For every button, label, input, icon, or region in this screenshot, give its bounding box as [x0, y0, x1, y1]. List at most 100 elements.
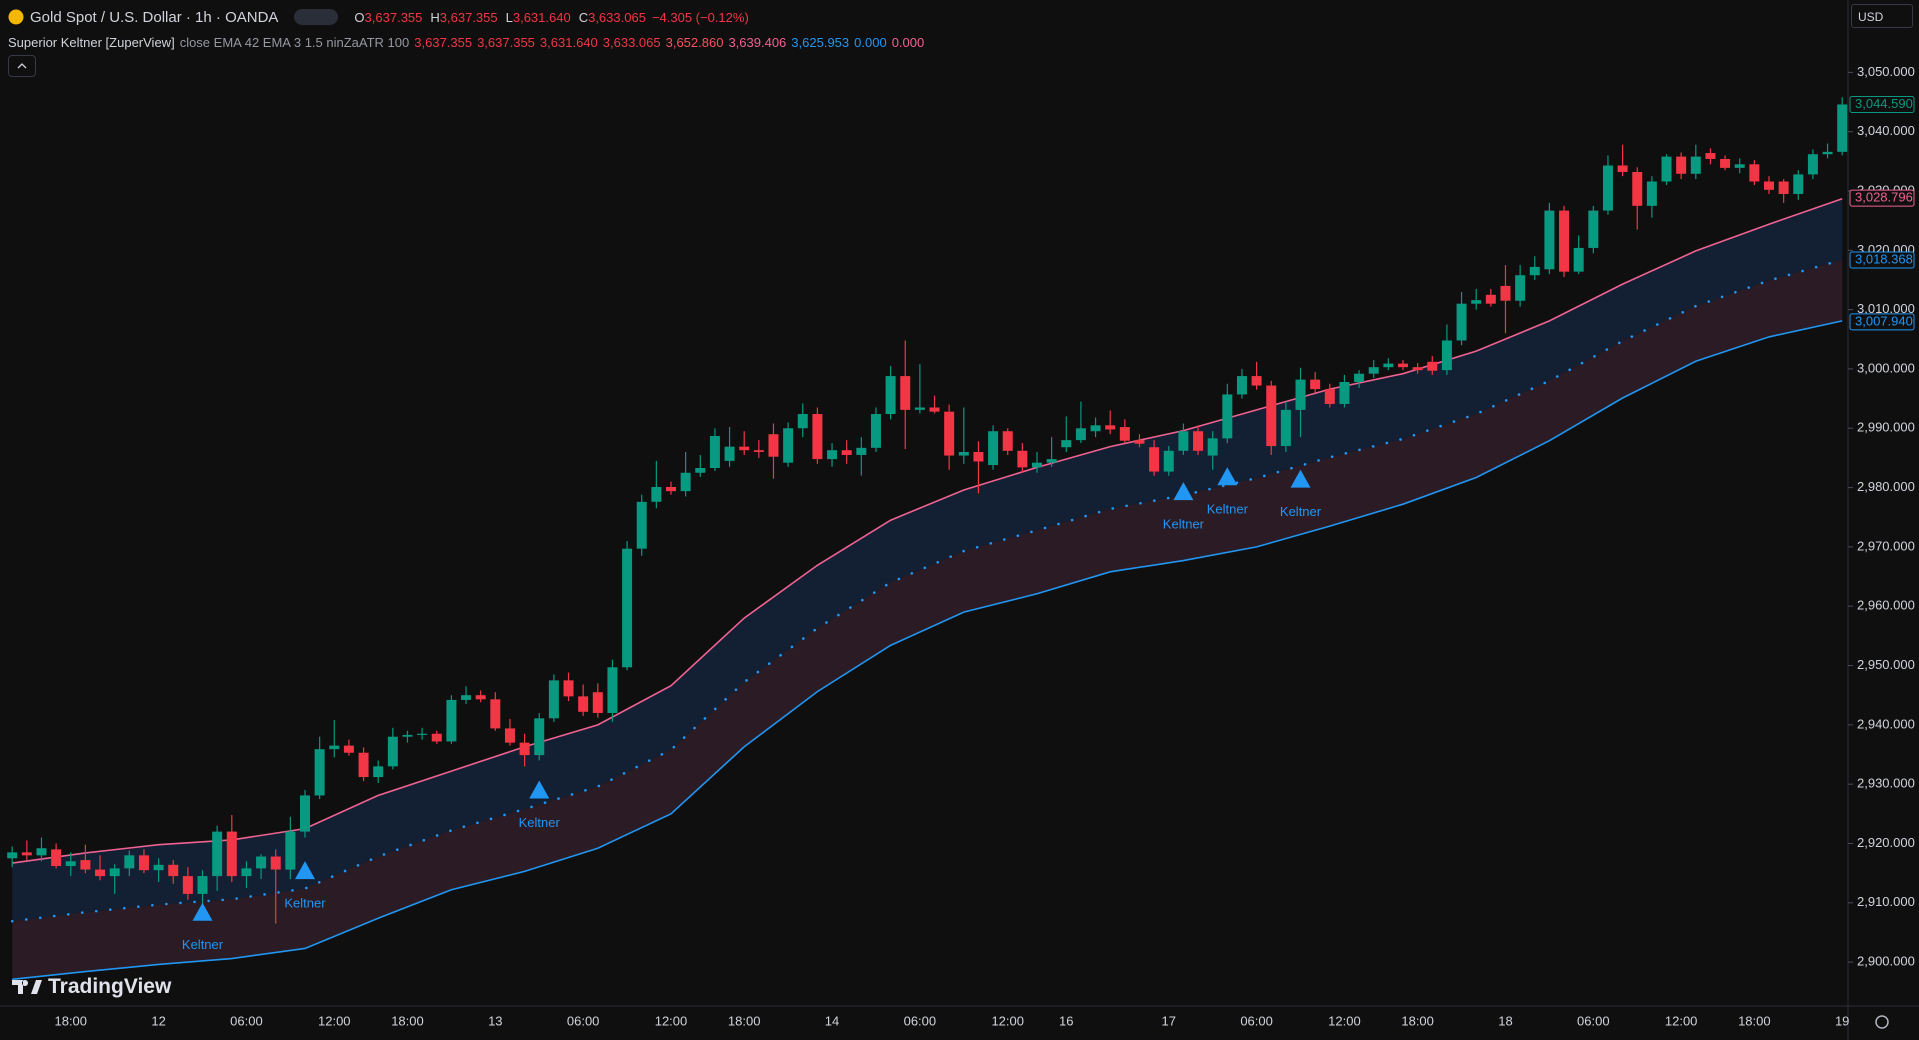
candle-body	[1632, 172, 1643, 206]
y-tick-label: 2,990.000	[1857, 420, 1915, 435]
candle-body	[109, 868, 120, 877]
candle-body	[358, 752, 369, 778]
candle-body	[1134, 440, 1145, 444]
indicator-row: Superior Keltner [ZuperView] close EMA 4…	[8, 31, 924, 53]
candle-body	[1280, 409, 1291, 447]
x-tick-label: 06:00	[230, 1013, 263, 1028]
indicator-value: 0.000	[891, 34, 925, 50]
indicator-value: 3,625.953	[791, 34, 850, 50]
price-tag	[1849, 189, 1915, 207]
candle-body	[7, 852, 18, 859]
candle-body	[958, 451, 969, 456]
band-fill-lower	[12, 259, 1843, 980]
candle-body	[1720, 158, 1731, 168]
candle-body	[1529, 266, 1540, 276]
candle-body	[1266, 385, 1277, 447]
y-tick-label: 2,960.000	[1857, 598, 1915, 613]
indicator-value: 3,652.860	[665, 34, 724, 50]
candle-body	[314, 749, 325, 796]
candle-body	[446, 699, 457, 742]
candle-body	[870, 414, 881, 448]
candle-body	[343, 745, 354, 753]
brand-name: TradingView	[48, 975, 172, 998]
indicator-value: 3,633.065	[602, 34, 661, 50]
ohlc-key: O	[354, 9, 365, 25]
x-tick-label: 14	[825, 1013, 839, 1028]
candle-body	[724, 446, 735, 461]
candle-body	[1617, 165, 1628, 173]
price-tag	[1849, 95, 1915, 113]
candle-body	[417, 733, 428, 735]
candle-body	[914, 407, 925, 410]
candle-body	[21, 852, 32, 856]
candle-body	[65, 861, 76, 867]
candle-body	[607, 667, 618, 713]
ohlc-item: H3,637.355	[430, 10, 497, 25]
candle-body	[1676, 156, 1687, 174]
candle-body	[270, 856, 281, 870]
candle-body	[461, 695, 472, 700]
x-tick-label: 18:00	[1738, 1013, 1771, 1028]
candle-body	[695, 468, 706, 473]
candle-body	[1324, 389, 1335, 404]
candle-body	[1105, 425, 1116, 430]
x-tick-label: 06:00	[904, 1013, 937, 1028]
candle-body	[1544, 210, 1555, 270]
candle-body	[300, 795, 310, 832]
signal-marker	[192, 902, 213, 921]
candle-body	[1236, 376, 1247, 395]
candle-body	[680, 472, 691, 492]
y-tick-label: 2,930.000	[1857, 776, 1915, 791]
price-tag	[1849, 251, 1915, 269]
currency-button[interactable]: USD	[1851, 4, 1913, 28]
candle-body	[490, 699, 501, 729]
y-tick-label: 2,950.000	[1857, 657, 1915, 672]
symbol-icon	[8, 9, 24, 25]
symbol-title: Gold Spot / U.S. Dollar · 1h · OANDA	[30, 8, 279, 26]
candle-body	[578, 696, 589, 712]
candle-body	[1822, 151, 1833, 155]
x-tick-label: 18:00	[391, 1013, 424, 1028]
candle-body	[431, 733, 442, 742]
candle-body	[1017, 450, 1028, 468]
signal-label: Keltner	[1280, 504, 1322, 519]
candle-body	[856, 447, 867, 455]
candle-body	[1002, 431, 1013, 451]
candle-body	[1559, 210, 1570, 272]
indicator-name[interactable]: Superior Keltner [ZuperView]	[8, 34, 175, 50]
candle-body	[475, 695, 486, 700]
candle-body	[1119, 427, 1130, 441]
candle-body	[1178, 431, 1189, 451]
candle-body	[373, 766, 384, 778]
ohlc-item: L3,631.640	[506, 10, 571, 25]
candle-body	[783, 428, 794, 463]
candle-body	[1471, 300, 1482, 304]
x-tick-label: 16	[1059, 1013, 1073, 1028]
price-tag-label: 3,044.590	[1855, 96, 1913, 111]
settings-icon[interactable]	[1875, 1015, 1889, 1029]
indicator-value: 3,637.355	[477, 34, 535, 50]
brand-logo	[12, 980, 42, 994]
candle-body	[812, 414, 823, 460]
candle-body	[1500, 285, 1511, 301]
ohlc: O3,637.355 H3,637.355 L3,631.640 C3,633.065	[354, 10, 646, 25]
candle-body	[182, 876, 193, 894]
candle-body	[592, 692, 603, 713]
candle-body	[1163, 450, 1174, 472]
band-line	[12, 320, 1843, 981]
signal-label: Keltner	[1207, 502, 1249, 517]
indicator-value: 0.000	[854, 34, 887, 50]
candle-body	[666, 486, 676, 492]
x-tick-label: 18	[1498, 1013, 1512, 1028]
x-tick-label: 12:00	[655, 1013, 688, 1028]
ohlc-key: L	[505, 9, 513, 25]
collapse-button[interactable]	[8, 55, 36, 77]
candle-body	[885, 376, 896, 415]
candle-body	[973, 451, 984, 462]
y-tick-label: 2,910.000	[1857, 894, 1915, 909]
candle-body	[519, 742, 530, 756]
candle-body	[1383, 363, 1394, 368]
candle-body	[1661, 156, 1672, 182]
ohlc-key: C	[578, 9, 589, 25]
